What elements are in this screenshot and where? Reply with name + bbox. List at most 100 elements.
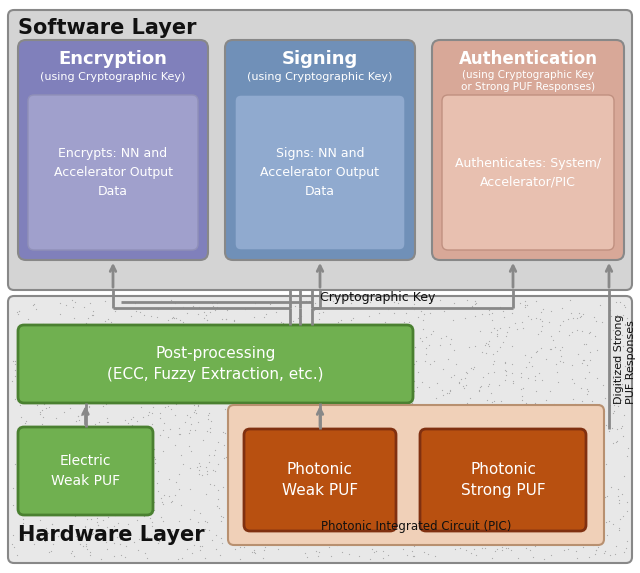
Point: [348, 405, 358, 414]
Point: [32, 363, 42, 372]
Point: [203, 410, 213, 419]
Point: [324, 484, 335, 493]
Point: [618, 310, 628, 319]
Point: [171, 477, 181, 486]
Point: [502, 543, 513, 552]
Point: [304, 354, 314, 363]
Point: [37, 324, 47, 333]
Point: [73, 438, 83, 448]
Point: [104, 460, 114, 469]
Point: [608, 520, 618, 529]
Point: [231, 475, 241, 484]
Point: [97, 399, 108, 408]
Point: [330, 352, 340, 361]
Point: [524, 358, 534, 367]
Point: [29, 540, 39, 549]
Point: [320, 467, 330, 476]
Point: [106, 318, 116, 327]
Point: [417, 336, 427, 346]
Point: [107, 499, 117, 508]
Point: [193, 518, 204, 527]
FancyBboxPatch shape: [8, 296, 632, 563]
Point: [443, 355, 453, 364]
Point: [41, 505, 51, 514]
Point: [605, 551, 615, 560]
Point: [205, 342, 215, 351]
Point: [318, 394, 328, 403]
Point: [61, 426, 71, 435]
Point: [168, 313, 178, 322]
Point: [401, 532, 412, 541]
Point: [143, 411, 153, 420]
Point: [618, 512, 628, 521]
Point: [475, 383, 485, 392]
Point: [292, 540, 303, 550]
Point: [303, 469, 314, 478]
Point: [334, 327, 344, 336]
Point: [102, 417, 112, 426]
Point: [313, 551, 323, 560]
Point: [182, 360, 193, 369]
Point: [85, 299, 95, 308]
Point: [202, 315, 212, 324]
Point: [102, 496, 112, 505]
Point: [531, 296, 541, 305]
Point: [126, 429, 136, 438]
Point: [507, 308, 517, 317]
Point: [261, 381, 271, 390]
Point: [461, 380, 472, 390]
Point: [218, 363, 228, 372]
Point: [68, 303, 79, 312]
Point: [301, 515, 312, 524]
Point: [415, 333, 425, 342]
Point: [348, 421, 358, 430]
Point: [152, 312, 162, 321]
Point: [488, 517, 499, 526]
Point: [289, 401, 300, 410]
Point: [333, 512, 343, 521]
Point: [90, 362, 100, 371]
Point: [439, 306, 449, 315]
Point: [134, 307, 145, 316]
Point: [115, 462, 125, 472]
Point: [189, 401, 200, 410]
Point: [259, 370, 269, 379]
Point: [186, 353, 196, 362]
Point: [259, 545, 269, 555]
Point: [563, 416, 573, 425]
Point: [116, 397, 126, 406]
Point: [455, 543, 465, 552]
Point: [429, 521, 440, 530]
Point: [401, 443, 411, 452]
Point: [468, 401, 478, 410]
Point: [232, 466, 242, 475]
Point: [387, 513, 397, 522]
Point: [620, 362, 630, 371]
Point: [395, 466, 405, 475]
Point: [346, 298, 356, 307]
Point: [565, 296, 575, 305]
Point: [486, 514, 496, 523]
Point: [403, 393, 413, 402]
Point: [164, 474, 174, 484]
Point: [109, 551, 119, 560]
Point: [127, 420, 138, 429]
Point: [437, 435, 447, 445]
Point: [26, 371, 36, 380]
Point: [449, 299, 460, 308]
Point: [572, 492, 582, 501]
Point: [602, 492, 612, 501]
Point: [211, 544, 221, 554]
Point: [534, 314, 545, 323]
Point: [90, 502, 100, 511]
Point: [263, 504, 273, 513]
Point: [59, 466, 69, 475]
Point: [113, 365, 124, 374]
Point: [100, 316, 110, 325]
Point: [392, 326, 403, 335]
Point: [401, 384, 411, 394]
Point: [521, 543, 531, 552]
Point: [148, 453, 159, 462]
Point: [424, 425, 435, 434]
Point: [48, 539, 58, 548]
